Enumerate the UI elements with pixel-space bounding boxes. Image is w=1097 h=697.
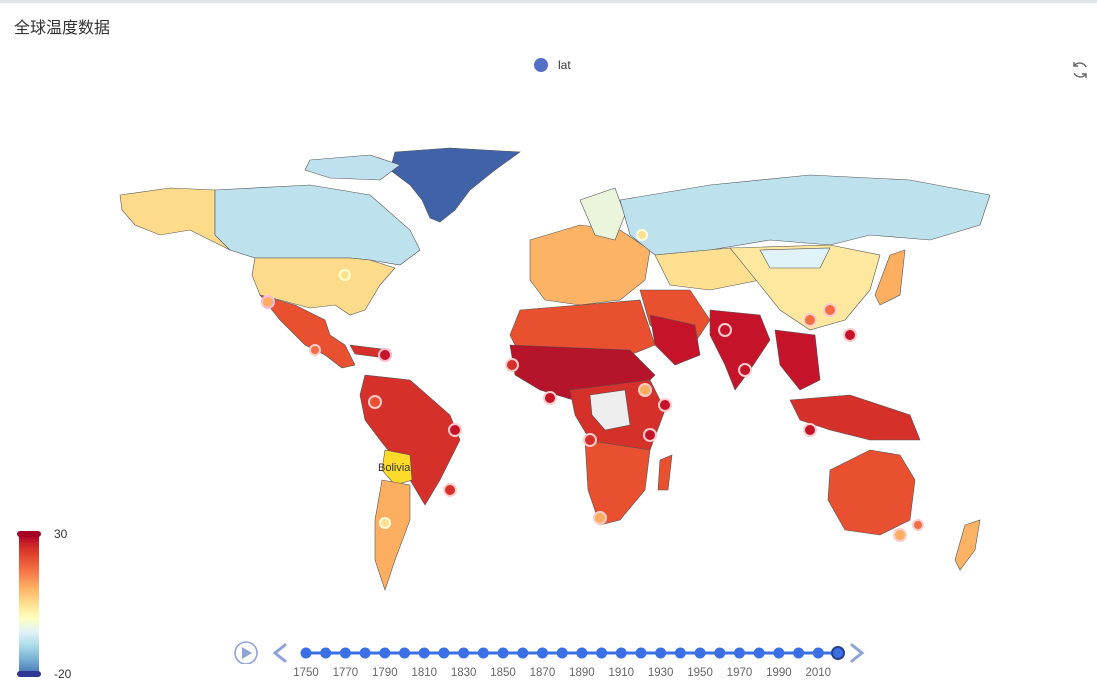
timeline-point[interactable] [576,647,588,659]
region-southern-africa [584,439,651,526]
timeline-point[interactable] [655,647,667,659]
timeline-point[interactable] [536,647,548,659]
timeline-label: 1930 [647,667,674,679]
timeline-point[interactable] [773,647,785,659]
timeline-point[interactable] [458,647,470,659]
region-se-asia [774,329,821,391]
country-brazil-region [359,374,461,506]
refresh-icon[interactable] [1070,60,1090,80]
legend[interactable]: lat [534,58,571,72]
country-japan [874,249,906,306]
country-bolivia [381,449,413,486]
next-button[interactable] [850,643,865,663]
timeline-label: 1810 [411,667,438,679]
country-greenland [389,147,521,223]
play-button[interactable] [234,641,258,664]
timeline-point[interactable] [812,647,824,659]
timeline-point[interactable] [596,647,608,659]
timeline-point[interactable] [753,647,765,659]
timeline-point[interactable] [399,647,411,659]
country-australia [827,449,916,536]
country-new-zealand [954,519,981,571]
region-europe [529,224,651,306]
timeline-label: 1770 [332,667,359,679]
timeline-point[interactable] [714,647,726,659]
timeline-point[interactable] [517,647,529,659]
timeline[interactable] [228,634,878,664]
timeline-point[interactable] [379,647,391,659]
country-mongolia [759,247,831,269]
timeline-label: 1950 [687,667,713,679]
top-border [0,0,1097,3]
timeline-point[interactable] [497,647,509,659]
timeline-label: 1910 [608,667,635,679]
timeline-label: 1890 [569,667,595,679]
prev-button[interactable] [272,643,287,663]
timeline-current-point[interactable] [831,646,845,660]
timeline-points [300,646,845,660]
timeline-point[interactable] [674,647,686,659]
timeline-point[interactable] [418,647,430,659]
timeline-label: 1990 [766,667,792,679]
region-arabia [649,314,701,366]
timeline-point[interactable] [477,647,489,659]
arctic-islands [304,154,401,181]
city-markers [261,229,924,542]
country-alaska [119,187,231,251]
country-china [729,244,881,331]
timeline-label: 1850 [490,667,516,679]
timeline-point[interactable] [733,647,745,659]
timeline-label: 1870 [529,667,556,679]
timeline-point[interactable] [694,647,706,659]
timeline-point[interactable] [320,647,332,659]
timeline-point[interactable] [300,647,312,659]
visual-map-max: 30 [54,527,68,541]
legend-label[interactable]: lat [558,58,571,72]
timeline-point[interactable] [438,647,450,659]
timeline-label: 1970 [726,667,753,679]
timeline-label: 1790 [372,667,398,679]
legend-marker[interactable] [534,58,548,72]
country-russia [619,174,990,256]
country-madagascar [657,454,673,491]
country-mexico [259,294,356,369]
country-indonesia [789,394,921,441]
timeline-label: 1750 [293,667,319,679]
timeline-point[interactable] [359,647,371,659]
country-canada [214,184,421,266]
timeline-point[interactable] [556,647,568,659]
country-label-bolivia: Bolivia [378,462,411,474]
region-scandinavia [579,187,626,241]
visual-map-min: -20 [54,667,72,681]
country-india [709,309,771,391]
country-drc [589,389,631,431]
timeline-point[interactable] [339,647,351,659]
world-map[interactable]: Bolivia [110,140,990,600]
timeline-label: 2010 [805,667,832,679]
timeline-label: 1830 [450,667,477,679]
country-argentina [374,479,411,591]
visual-map-gradient[interactable] [16,528,44,680]
chart-title: 全球温度数据 [14,18,111,37]
timeline-point[interactable] [635,647,647,659]
timeline-point[interactable] [615,647,627,659]
timeline-point[interactable] [793,647,805,659]
